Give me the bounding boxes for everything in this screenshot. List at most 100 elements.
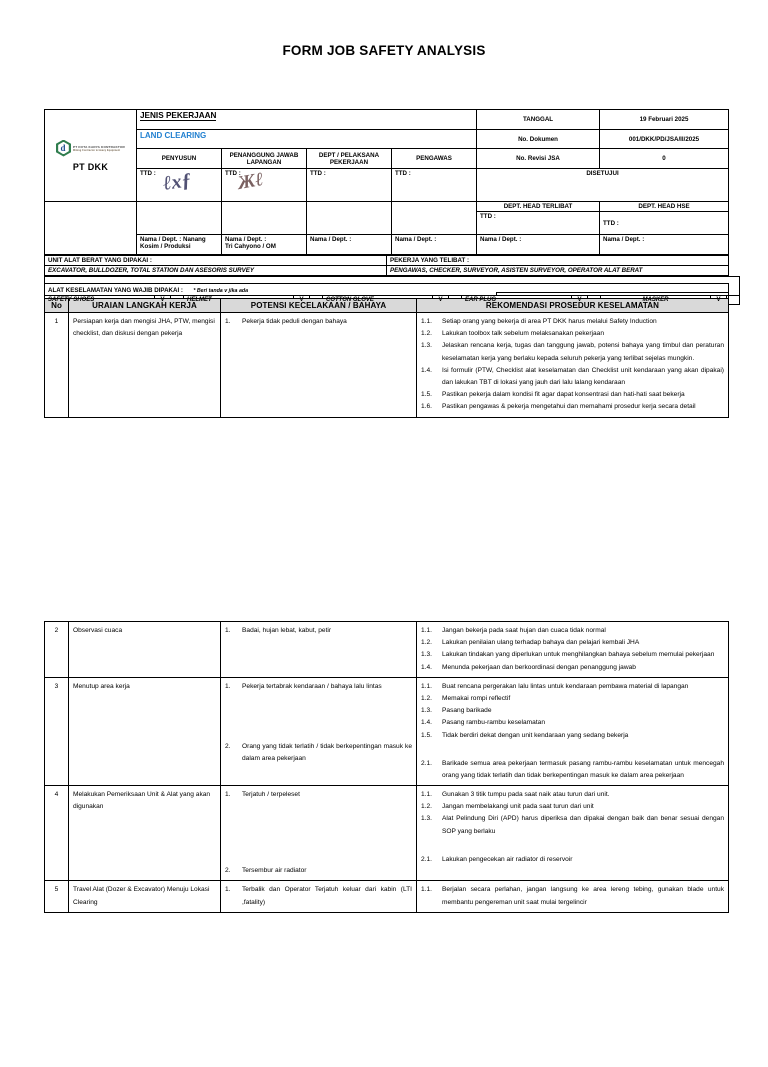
approval-col1-title: DEPT. HEAD TERLIBAT [476, 201, 601, 212]
sig-spacer-5 [136, 211, 222, 235]
rec-key: 1.5. [421, 391, 432, 399]
row-no-3: 3 [44, 676, 69, 787]
pekerja-telibat-value[interactable]: PENGAWAS, CHECKER, SURVEYOR, ASISTEN SUR… [386, 265, 729, 276]
role-title-pengawas: PENGAWAS [390, 148, 478, 169]
rec-text: Pasang rambu-rambu keselamatan [442, 719, 545, 727]
rec-item: 1.4. Menunda pekerjaan dan berkoordinasi … [421, 662, 724, 674]
no-revisi-label: No. Revisi JSA [476, 148, 601, 169]
rec-key: 1.5. [421, 731, 432, 739]
rec-key: 1.1. [421, 682, 432, 690]
rec-key: 1.2. [421, 803, 432, 811]
rec-item: 1.1. Berjalan secara perlahan, jangan lan… [421, 884, 724, 908]
ttd-penyusun-cell[interactable]: TTD : ℓxƒ [136, 168, 222, 202]
rec-key: 1.3. [421, 815, 432, 823]
company-logo-line1: PT DUTA KARYA KONTRAKTOR [72, 144, 125, 149]
hazard-item: 2. Tersembur air radiator [225, 865, 412, 877]
rec-item: 1.4. Pasang rambu-rambu keselamatan [421, 717, 724, 729]
nama-label-dept-pelaksana: Nama / Dept. : [310, 236, 352, 243]
hazard-item: 1. Badai, hujan lebat, kabut, petir [225, 625, 412, 637]
jsa-main-table: No URAIAN LANGKAH KERJA POTENSI KECELAKA… [44, 283, 729, 418]
tanggal-value[interactable]: 19 Februari 2025 [599, 109, 730, 130]
jenis-pekerjaan-value-cell[interactable]: LAND CLEARING [135, 129, 478, 149]
jenis-pekerjaan-label: JENIS PEKERJAAN [140, 111, 217, 122]
approval-ttd-terlibat[interactable]: TTD : [476, 211, 601, 235]
rec-item: 1.1. Buat rencana pergerakan lalu lintas … [421, 681, 724, 693]
rec-key: 2.1. [421, 759, 432, 767]
nama-pengawas[interactable]: Nama / Dept. : [390, 234, 478, 255]
rec-key: 1.4. [421, 719, 432, 727]
rec-gap [421, 838, 724, 854]
no-revisi-value[interactable]: 0 [599, 148, 730, 169]
rec-text: Pastikan pengawas & pekerja mengetahui d… [442, 403, 696, 411]
row-step-4: Melakukan Pemeriksaan Unit & Alat yang a… [68, 785, 221, 882]
nama-label-penyusun: Nama / Dept. : [140, 236, 182, 243]
hazard-item: 1. Pekerja tertabrak kendaraan / bahaya l… [225, 681, 412, 693]
signature-penyusun: ℓxƒ [161, 169, 193, 195]
no-dokumen-value[interactable]: 001/DKK/PD/JSA/II/2025 [599, 129, 730, 149]
row-no-4: 4 [44, 785, 69, 882]
hazard-gap [225, 693, 412, 709]
hazard-gap [225, 725, 412, 741]
page-title: FORM JOB SAFETY ANALYSIS [282, 43, 486, 58]
row-recs-4: 1.1. Gunakan 3 titik tumpu pada saat naik… [416, 785, 729, 882]
rec-key: 1.2. [421, 330, 432, 338]
ppe-spacer-cell-3 [707, 293, 729, 296]
ppe-spacer-cell-2 [687, 293, 707, 296]
ttd-dept-pelaksana-cell[interactable]: TTD : [306, 168, 392, 202]
rec-item: 1.1. Setiap orang yang bekerja di area PT… [421, 316, 724, 328]
signature-penanggung-jawab: Жℓ [236, 168, 266, 195]
unit-alat-berat-value[interactable]: EXCAVATOR, BULLDOZER, TOTAL STATION DAN … [44, 265, 387, 276]
nama-dept-pelaksana[interactable]: Nama / Dept. : [306, 234, 392, 255]
role-title-penanggung-jawab: PENANGGUNG JAWAB LAPANGAN [221, 148, 307, 169]
ttd-label-penyusun: TTD : [140, 170, 156, 177]
ppe-table-2 [496, 292, 729, 296]
company-logo-line2: Mining Contractor & Heavy Equipment [72, 148, 121, 152]
rec-text: Barikade semua area pekerjaan termasuk p… [442, 759, 724, 779]
rec-key: 1.3. [421, 342, 432, 350]
rec-key: 1.3. [421, 707, 432, 715]
rec-text: Pastikan pekerja dalam kondisi fit agar … [442, 391, 685, 399]
hazard-key: 1. [225, 627, 231, 634]
table-row: 2 Observasi cuaca 1. Badai, hujan lebat, … [44, 621, 729, 678]
rec-key: 1.6. [421, 403, 432, 411]
row-step-1: Persiapan kerja dan mengisi JHA, PTW, me… [68, 312, 221, 418]
nama-penyusun[interactable]: Nama / Dept. : Nanang Kosim / Produksi [136, 234, 222, 255]
rec-text: Lakukan toolbox talk sebelum melaksanaka… [442, 330, 605, 338]
rec-text: Jangan bekerja pada saat hujan dan cuaca… [442, 627, 606, 634]
rec-item: 1.5. Tidak berdiri dekat dengan unit kend… [421, 730, 724, 742]
rec-item: 1.2. Lakukan toolbox talk sebelum melaksa… [421, 328, 724, 340]
rec-text: Lakukan pengecekan air radiator di reser… [442, 855, 573, 863]
hazard-gap [225, 817, 412, 833]
rec-text: Lakukan tindakan yang diperlukan untuk m… [442, 651, 715, 659]
table-row: 4 Melakukan Pemeriksaan Unit & Alat yang… [44, 785, 729, 882]
rec-text: Isi formulir (PTW, Checklist alat kesela… [442, 366, 724, 386]
row-hazards-5: 1. Terbalik dan Operator Terjatuh keluar … [220, 880, 417, 913]
approval-nama-terlibat[interactable]: Nama / Dept. : [476, 234, 601, 255]
nama-penanggung-jawab[interactable]: Nama / Dept. : Tri Cahyono / OM [221, 234, 307, 255]
unit-alat-berat-label: UNIT ALAT BERAT YANG DIPAKAI : [44, 255, 387, 266]
company-logo-cell: d PT DUTA KARYA KONTRAKTOR Mining Contra… [44, 109, 137, 202]
rec-key: 1.4. [421, 663, 432, 671]
hazard-gap [225, 801, 412, 817]
approval-nama-hse[interactable]: Nama / Dept. : [599, 234, 730, 255]
ppe-gap-row [43, 276, 741, 286]
ttd-pengawas-cell[interactable]: TTD : [390, 168, 478, 202]
row-recs-3: 1.1. Buat rencana pergerakan lalu lintas … [416, 676, 729, 787]
rec-key: 1.1. [421, 627, 432, 634]
logo-spacer-3 [44, 234, 137, 255]
hazard-text: Badai, hujan lebat, kabut, petir [242, 627, 332, 634]
ttd-penanggung-jawab-cell[interactable]: TTD : Жℓ [221, 168, 307, 202]
approval-ttd-hse[interactable]: TTD : [599, 211, 730, 235]
hazard-text: Pekerja tertabrak kendaraan / bahaya lal… [242, 682, 382, 690]
hazard-key: 2. [225, 867, 231, 875]
rec-gap [421, 742, 724, 758]
hazard-key: 1. [225, 886, 231, 894]
rec-text: Jangan membelakangi unit pada saat turun… [442, 803, 594, 811]
ttd-label-penanggung-jawab: TTD : [225, 170, 241, 177]
row-recs-2: 1.1. Jangan bekerja pada saat hujan dan c… [416, 621, 729, 678]
rec-item: 1.5. Pastikan pekerja dalam kondisi fit a… [421, 389, 724, 401]
rec-item: 1.3. Alat Pelindung Diri (APD) harus dipe… [421, 813, 724, 837]
ppe-note: * Beri tanda v jika ada [193, 288, 249, 294]
hazard-key: 1. [225, 682, 231, 690]
hazard-key: 2. [225, 742, 231, 750]
